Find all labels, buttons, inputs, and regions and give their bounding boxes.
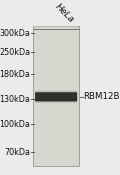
Text: RBM12B: RBM12B [83, 92, 120, 101]
Text: 180kDa: 180kDa [0, 70, 30, 79]
FancyBboxPatch shape [35, 92, 77, 101]
Text: 130kDa: 130kDa [0, 95, 30, 104]
FancyBboxPatch shape [36, 91, 77, 93]
Bar [33, 26, 79, 166]
Text: 100kDa: 100kDa [0, 120, 30, 129]
Text: 70kDa: 70kDa [5, 148, 30, 157]
Text: 250kDa: 250kDa [0, 48, 30, 57]
Text: HeLa: HeLa [53, 2, 76, 24]
Bar [34, 26, 78, 166]
FancyBboxPatch shape [36, 100, 77, 103]
Text: 300kDa: 300kDa [0, 29, 30, 38]
